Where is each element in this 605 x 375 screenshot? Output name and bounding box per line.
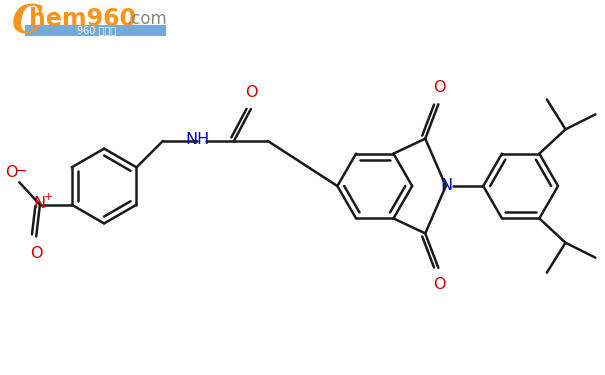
Text: N: N — [34, 196, 46, 211]
Text: N: N — [441, 177, 453, 192]
Text: hem960: hem960 — [29, 7, 137, 31]
Text: NH: NH — [186, 132, 210, 147]
Text: O: O — [246, 85, 258, 100]
Text: O: O — [433, 80, 446, 95]
Text: −: − — [16, 164, 27, 177]
Text: .com: .com — [126, 10, 168, 28]
Text: O: O — [30, 246, 42, 261]
Text: 960 化工网: 960 化工网 — [77, 26, 116, 36]
Text: +: + — [44, 192, 53, 202]
FancyBboxPatch shape — [25, 25, 166, 36]
Text: O: O — [433, 277, 446, 292]
Text: O: O — [5, 165, 18, 180]
Text: C: C — [11, 4, 42, 42]
